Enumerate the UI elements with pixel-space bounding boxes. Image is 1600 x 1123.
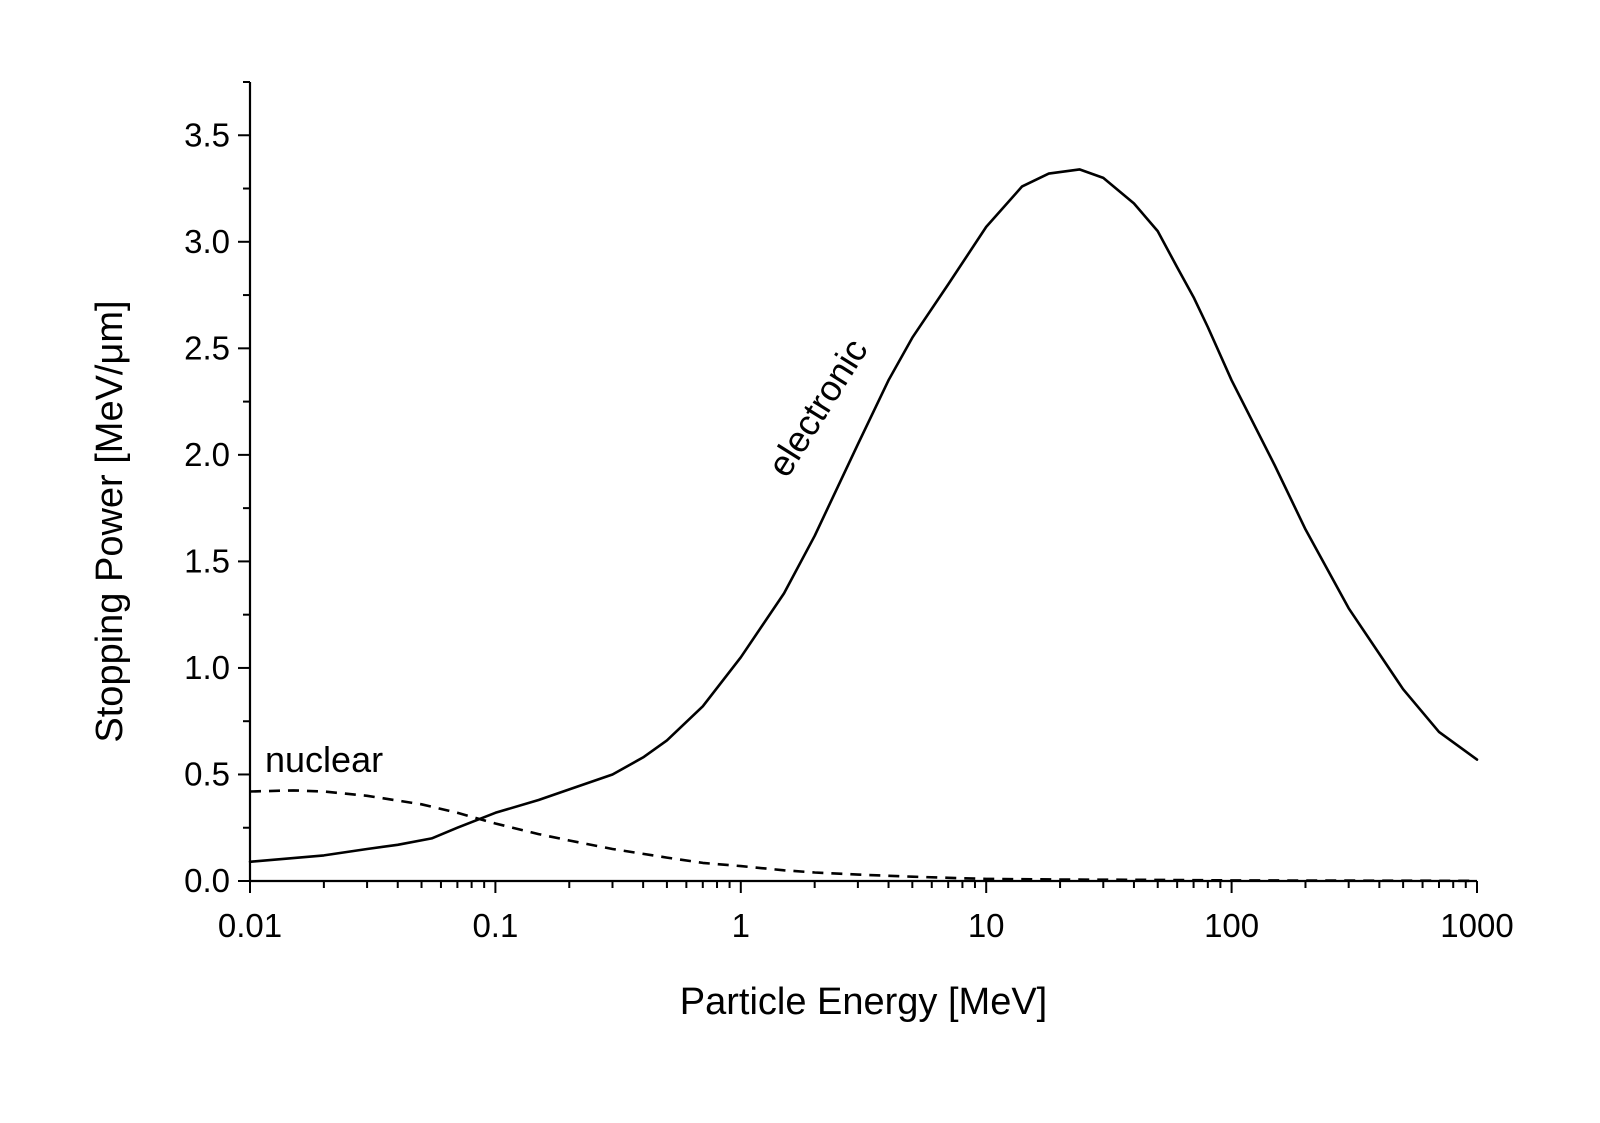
series (248, 168, 1479, 883)
y-tick-label: 2.5 (184, 329, 230, 366)
axes (248, 82, 1477, 883)
nuclear-curve (249, 789, 1478, 883)
x-tick-label: 1 (732, 907, 750, 944)
nuclear-annotation: nuclear (265, 739, 383, 780)
y-tick-label: 0.5 (184, 755, 230, 792)
y-tick-label: 3.5 (184, 116, 230, 153)
y-axis-title: Stopping Power [MeV/μm] (89, 300, 131, 742)
y-tick-label: 1.0 (184, 649, 230, 686)
x-tick-label: 10 (968, 907, 1005, 944)
electronic-annotation: electronic (759, 331, 875, 483)
y-tick-label: 3.0 (184, 223, 230, 260)
x-tick-label: 0.1 (472, 907, 518, 944)
ticks: 0.0 0.5 1.0 1.5 2.0 2.5 3.0 3.5 0.01 0.1 1 10 100 100… (184, 81, 1514, 944)
electronic-curve (248, 168, 1479, 864)
x-tick-label: 1000 (1440, 907, 1513, 944)
y-tick-label: 1.5 (184, 542, 230, 579)
x-tick-label: 100 (1204, 907, 1259, 944)
y-tick-label: 2.0 (184, 436, 230, 473)
x-tick-label: 0.01 (218, 907, 282, 944)
x-axis-title: Particle Energy [MeV] (680, 981, 1047, 1023)
y-tick-label: 0.0 (184, 862, 230, 899)
